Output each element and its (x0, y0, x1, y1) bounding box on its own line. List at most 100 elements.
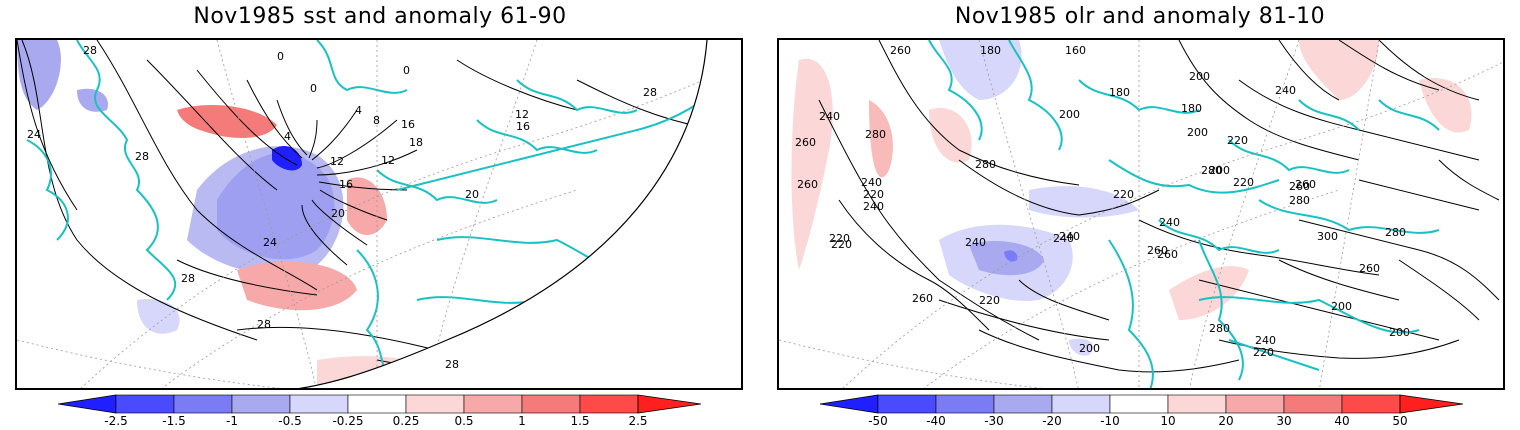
olr-contour-label: 220 (979, 294, 1000, 307)
olr-contour-label: 240 (965, 236, 986, 249)
sst-colorbar-swatch (347, 394, 407, 414)
olr-colorbar-tick-label: -50 (868, 414, 888, 428)
sst-colorbar-swatch (173, 394, 233, 414)
sst-map: 28 24 28 4 0 0 4 8 12 16 20 24 28 28 28 … (15, 38, 743, 390)
sst-contour-label: 16 (516, 120, 530, 133)
olr-contour-label: 200 (1059, 108, 1080, 121)
olr-contour-label: 240 (1159, 216, 1180, 229)
olr-anomaly-blue-dark (1004, 250, 1018, 262)
olr-colorbar: -50 -40 -30 -20 -10 10 20 30 40 50 (820, 394, 1465, 428)
olr-contours (818, 40, 1500, 373)
sst-graticule (17, 40, 741, 388)
sst-contour-label: 28 (135, 150, 149, 163)
sst-contour-label: 0 (277, 50, 284, 63)
olr-colorbar-swatch (1167, 394, 1227, 414)
olr-contour-label: 220 (831, 238, 852, 251)
sst-colorbar-tick-label: -2.5 (104, 414, 128, 428)
sst-domain-boundary (298, 40, 708, 388)
olr-contour-label: 260 (890, 44, 911, 57)
olr-colorbar-swatch (1283, 394, 1343, 414)
olr-contour-label: 220 (1113, 188, 1134, 201)
sst-anomaly-red-south (237, 261, 357, 311)
sst-colorbar-tick-label: -1.5 (162, 414, 186, 428)
olr-contour-label: 200 (1209, 164, 1230, 177)
sst-colorbar-labels: -2.5 -1.5 -1 -0.5 -0.25 0.25 0.5 1 1.5 2… (58, 414, 703, 428)
sst-contour-label: 20 (465, 188, 479, 201)
olr-contour-label: 200 (1331, 300, 1352, 313)
olr-graticule (779, 40, 1503, 388)
sst-contour-label: 12 (381, 154, 395, 167)
olr-colorbar-tick-label: -10 (1100, 414, 1120, 428)
sst-colorbar-swatch (579, 394, 639, 414)
olr-contour-label: 240 (1275, 84, 1296, 97)
olr-contour-label: 220 (863, 188, 884, 201)
sst-colorbar-tick-label: 0.25 (392, 414, 420, 428)
olr-contour-label: 220 (1227, 134, 1248, 147)
olr-contour-label: 260 (1157, 248, 1178, 261)
sst-contour-label: 4 (284, 130, 291, 143)
olr-contour-label: 220 (1233, 176, 1254, 189)
sst-colorbar-tick-label: 1 (518, 414, 526, 428)
olr-contour-label: 180 (980, 44, 1001, 57)
olr-contour-label: 260 (1359, 262, 1380, 275)
sst-colorbar-swatch (405, 394, 465, 414)
sst-anomaly-red-east (347, 177, 387, 235)
olr-contour-label: 280 (865, 128, 886, 141)
olr-contour-label: 260 (1147, 244, 1168, 257)
sst-contour-label: 20 (331, 207, 345, 220)
olr-contour-label: 200 (1389, 326, 1410, 339)
sst-contour-label: 12 (515, 108, 529, 121)
olr-colorbar-tick-label: 50 (1392, 414, 1408, 428)
olr-anomaly-blue-mid2 (1029, 186, 1139, 218)
olr-contour-label: 220 (1253, 346, 1274, 359)
sst-contour-label: 16 (339, 178, 353, 191)
olr-colorbar-tick-label: 10 (1160, 414, 1176, 428)
olr-colorbar-swatch (1341, 394, 1401, 414)
olr-colorbar-arrow-left (820, 394, 879, 414)
sst-contour-label: 4 (355, 104, 362, 117)
olr-contour-label: 280 (1289, 194, 1310, 207)
olr-panel: Nov1985 olr and anomaly 81-10 (760, 0, 1520, 430)
olr-contour-label: 180 (1181, 102, 1202, 115)
olr-contour-labels: 260 180 160 200 180 240 260 200 240 280 … (795, 44, 1410, 359)
olr-anomaly-red-east (1419, 78, 1472, 133)
olr-panel-title: Nov1985 olr and anomaly 81-10 (954, 4, 1326, 29)
olr-colorbar-labels: -50 -40 -30 -20 -10 10 20 30 40 50 (820, 414, 1465, 428)
sst-colorbar-tick-label: -0.25 (332, 414, 364, 428)
olr-contour-label: 260 (797, 178, 818, 191)
sst-contour-label: 24 (27, 128, 41, 141)
olr-map: 260 180 160 200 180 240 260 200 240 280 … (777, 38, 1505, 390)
olr-contour-label: 280 (1385, 226, 1406, 239)
sst-contour-label: 8 (373, 114, 380, 127)
olr-contour-label: 240 (1053, 232, 1074, 245)
olr-contour-label: 200 (1189, 70, 1210, 83)
sst-colorbar-tick-label: 2.5 (628, 414, 648, 428)
sst-anomaly-blue-west2 (77, 88, 108, 112)
olr-colorbar-swatch (1225, 394, 1285, 414)
sst-anomaly-blue-mid (187, 146, 344, 275)
olr-contour-label: 180 (1109, 86, 1130, 99)
olr-colorbar-tick-label: -30 (984, 414, 1004, 428)
sst-contour-labels: 28 24 28 4 0 0 4 8 12 16 20 24 28 28 28 … (27, 44, 657, 371)
sst-colorbar-arrow-right (637, 394, 702, 414)
olr-contour-label: 260 (1289, 180, 1310, 193)
olr-contour-label: 240 (819, 110, 840, 123)
olr-colorbar-swatch (1109, 394, 1169, 414)
olr-anomaly-blue-south (1069, 338, 1093, 356)
sst-contour-label: 0 (403, 64, 410, 77)
olr-contour-label: 240 (861, 176, 882, 189)
olr-contour-label: 260 (912, 292, 933, 305)
sst-colorbar-tick-label: -0.5 (278, 414, 302, 428)
olr-map-svg: 260 180 160 200 180 240 260 200 240 280 … (779, 40, 1503, 388)
olr-colorbar-tick-label: 30 (1276, 414, 1292, 428)
olr-contour-label: 220 (829, 232, 850, 245)
olr-contour-label: 240 (863, 200, 884, 213)
olr-contour-label: 160 (1065, 44, 1086, 57)
olr-colorbar-swatch (1051, 394, 1111, 414)
sst-colorbar-swatch (463, 394, 523, 414)
sst-contour-label: 28 (181, 272, 195, 285)
sst-anomaly-blue-dark (272, 145, 302, 171)
sst-panel: Nov1985 sst and anomaly 61-90 (15, 4, 743, 428)
olr-contour-label: 280 (1209, 322, 1230, 335)
olr-contour-label: 280 (1201, 164, 1222, 177)
